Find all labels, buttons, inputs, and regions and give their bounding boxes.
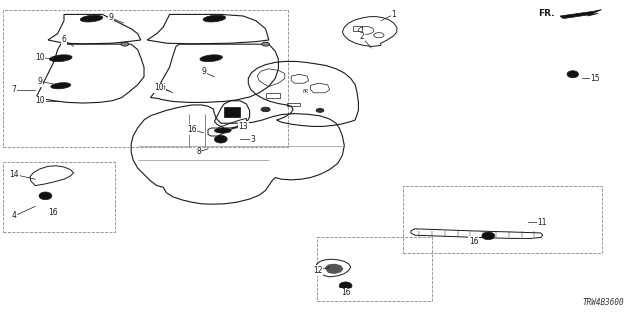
Text: 5: 5 (161, 84, 166, 92)
Text: 10: 10 (35, 53, 45, 62)
Text: 16: 16 (48, 208, 58, 217)
Polygon shape (224, 107, 240, 117)
Ellipse shape (200, 55, 223, 62)
Text: 10: 10 (35, 96, 45, 105)
Ellipse shape (567, 71, 579, 78)
Text: 11: 11 (538, 218, 547, 227)
Text: 7: 7 (12, 85, 17, 94)
Text: 16: 16 (187, 125, 197, 134)
Bar (3, 10, 288, 147)
Ellipse shape (214, 135, 227, 143)
Text: 9: 9 (201, 68, 206, 76)
Circle shape (121, 42, 129, 46)
Bar (403, 186, 602, 253)
Bar (317, 237, 432, 301)
Text: 14: 14 (9, 170, 19, 179)
Text: 12: 12 (314, 266, 323, 275)
Text: 16: 16 (468, 237, 479, 246)
Text: 8: 8 (196, 148, 201, 156)
Text: 9: 9 (108, 13, 113, 22)
Circle shape (316, 108, 324, 112)
Ellipse shape (203, 15, 226, 22)
Ellipse shape (214, 128, 231, 133)
Ellipse shape (49, 55, 72, 62)
Ellipse shape (39, 192, 52, 200)
Text: TRW4B3600: TRW4B3600 (582, 298, 624, 307)
Text: 1: 1 (391, 10, 396, 19)
Text: FR: FR (303, 89, 309, 94)
Polygon shape (325, 264, 343, 274)
Bar (3, 162, 115, 232)
Text: 2: 2 (359, 32, 364, 41)
Text: 4: 4 (12, 212, 17, 220)
Text: 15: 15 (590, 74, 600, 83)
Polygon shape (560, 10, 602, 19)
Text: 9: 9 (38, 77, 43, 86)
Text: 6: 6 (61, 36, 67, 44)
Ellipse shape (339, 282, 352, 290)
Circle shape (262, 42, 269, 46)
Text: 3: 3 (250, 135, 255, 144)
Text: 10: 10 (154, 84, 164, 92)
Text: 16: 16 (340, 288, 351, 297)
Text: FR.: FR. (538, 9, 555, 18)
Circle shape (261, 107, 270, 112)
Text: 13: 13 (238, 122, 248, 131)
Ellipse shape (482, 232, 495, 240)
Ellipse shape (80, 15, 103, 22)
Ellipse shape (51, 83, 71, 89)
